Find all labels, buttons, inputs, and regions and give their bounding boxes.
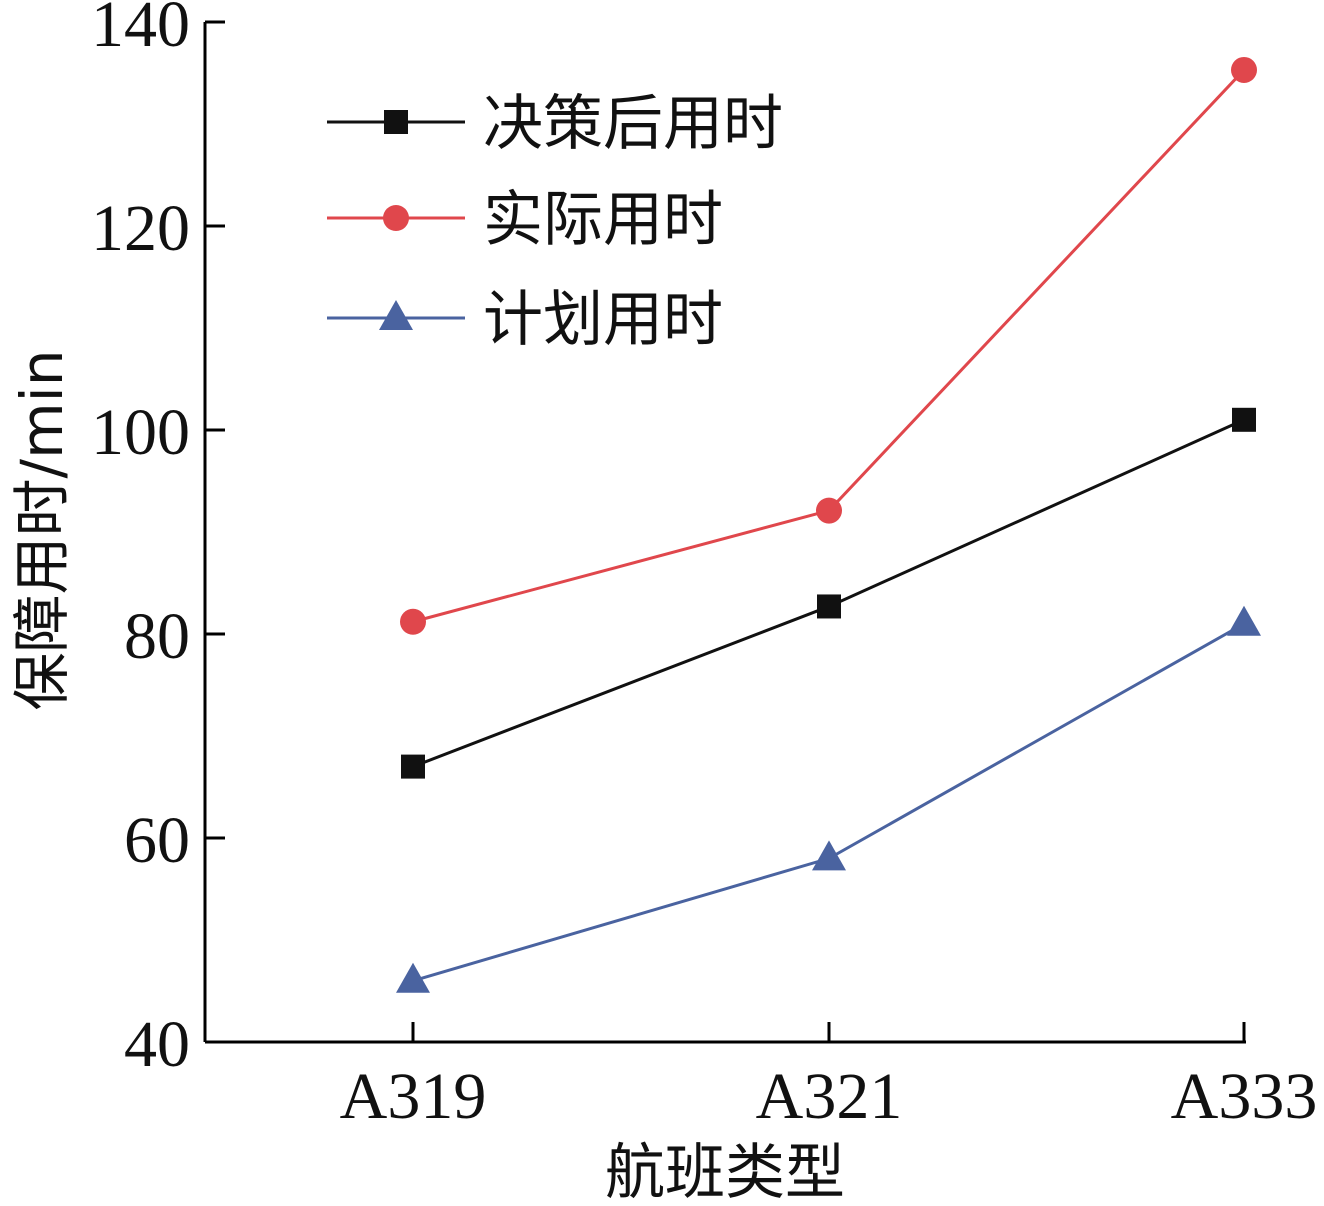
series-3	[396, 605, 1261, 993]
series-1	[401, 407, 1256, 779]
y-axis-title: 保障用时/min	[8, 350, 76, 711]
series-line	[412, 622, 1245, 983]
legend-item: 计划用时	[327, 285, 723, 355]
legend-label: 决策后用时	[483, 89, 783, 159]
x-tick-label: A321	[756, 1060, 903, 1133]
legend-label: 实际用时	[483, 185, 723, 255]
x-axis-title: 航班类型	[605, 1138, 845, 1206]
y-tick-label: 140	[91, 0, 190, 61]
y-tick-label: 100	[91, 396, 190, 469]
legend-item: 决策后用时	[327, 89, 783, 159]
data-point	[400, 608, 426, 635]
x-tick-label: A319	[340, 1060, 487, 1133]
x-ticks: A319 A321 A333	[340, 1022, 1318, 1133]
y-tick-label: 60	[124, 804, 190, 877]
data-point	[1231, 56, 1257, 83]
data-point	[812, 840, 846, 871]
series-2	[400, 56, 1257, 635]
y-tick-label: 120	[91, 192, 190, 265]
data-point	[401, 754, 425, 779]
data-point	[817, 594, 841, 619]
data-point	[396, 962, 430, 993]
data-point	[1227, 605, 1261, 636]
legend-marker	[379, 300, 413, 330]
data-point	[816, 497, 842, 524]
legend-label: 计划用时	[483, 285, 723, 355]
x-tick-label: A333	[1171, 1060, 1318, 1133]
series-group	[396, 56, 1261, 993]
y-tick-label: 80	[124, 600, 190, 673]
y-ticks: 40 60 80 100 120 140	[91, 0, 225, 1081]
legend-marker	[384, 110, 408, 134]
data-point	[1232, 407, 1256, 432]
legend-marker	[383, 205, 409, 231]
legend-item: 实际用时	[327, 185, 723, 255]
y-tick-label: 40	[124, 1008, 190, 1081]
axes	[203, 22, 1246, 1044]
series-line	[412, 418, 1245, 768]
